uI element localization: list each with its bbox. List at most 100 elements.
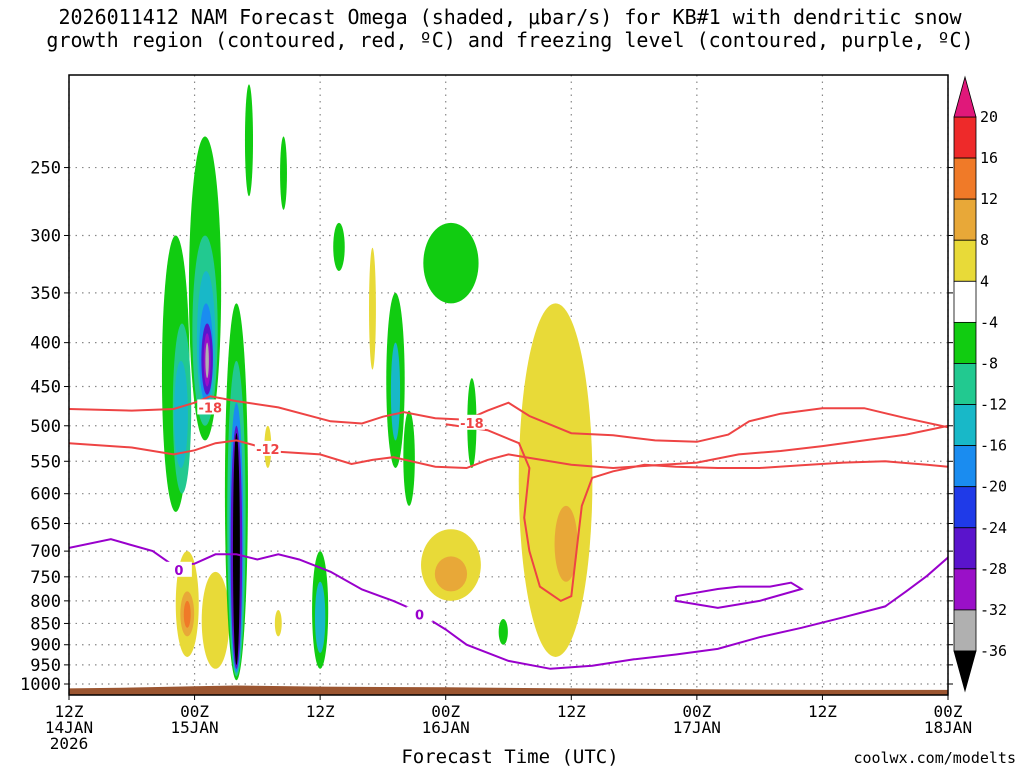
y-tick-label: 950 [30, 656, 61, 676]
ground-surface [69, 685, 948, 695]
y-tick-label: 800 [30, 592, 61, 612]
y-tick-label: 450 [30, 378, 61, 398]
y-tick-label: 650 [30, 515, 61, 535]
freezing-contour-label-bg [406, 606, 433, 622]
colorbar-label: -28 [980, 560, 1007, 578]
colorbar-label: -36 [980, 642, 1007, 660]
omega-cell-negative [314, 581, 326, 653]
dgz-contour [69, 395, 948, 443]
omega-cell-positive [274, 610, 282, 637]
dgz-contour-label-bg [197, 399, 224, 415]
omega-cell-negative [205, 342, 209, 379]
x-tick-label: 12Z [808, 702, 837, 721]
freezing-contour-label: 0 [174, 564, 183, 579]
chart-title-line2: growth region (contoured, red, ºC) and f… [46, 28, 973, 52]
plot-frame [68, 74, 949, 696]
omega-cell-positive [183, 600, 191, 628]
colorbar-band [953, 157, 977, 200]
dgz-contour-label: -18 [460, 417, 484, 432]
x-tick-label: 00Z [180, 702, 209, 721]
omega-cell-negative [280, 136, 287, 210]
dgz-contour-label: -18 [199, 401, 223, 416]
omega-cell-positive [518, 303, 593, 657]
x-tick-label: 12Z [557, 702, 586, 721]
x-tick-label: 00Z [431, 702, 460, 721]
colorbar-label: -24 [980, 519, 1007, 537]
omega-cell-negative [498, 619, 508, 645]
x-tick-label: 18JAN [924, 718, 972, 737]
dgz-contour [69, 424, 948, 470]
colorbar-label: 20 [980, 108, 998, 126]
x-tick-label: 17JAN [673, 718, 721, 737]
omega-cell-negative [403, 410, 415, 506]
y-tick-label: 900 [30, 636, 61, 656]
y-tick-label: 400 [30, 334, 61, 354]
colorbar-label: -8 [980, 354, 998, 372]
colorbar-label: 8 [980, 231, 989, 249]
dgz-contour [445, 423, 948, 603]
freezing-contour [674, 581, 804, 609]
omega-cell-negative [390, 342, 401, 441]
colorbar-label: -20 [980, 478, 1007, 496]
dgz-contour-label-bg [254, 440, 281, 456]
freezing-contour-label: 0 [415, 609, 424, 624]
omega-cell-negative [333, 222, 345, 271]
contours: -18 -18 -12 0 0 [69, 395, 948, 670]
ground-fill [69, 685, 948, 695]
y-tick-label: 500 [30, 417, 61, 437]
omega-cell-positive [434, 556, 468, 592]
omega-cell-negative [232, 433, 240, 665]
y-tick-label: 1000 [20, 675, 61, 695]
colorbar-label: -32 [980, 601, 1007, 619]
omega-cell-negative [423, 222, 479, 304]
colorbar-band [953, 527, 977, 570]
y-tick-label: 350 [30, 284, 61, 304]
x-tick-label: 15JAN [170, 718, 218, 737]
colorbar-band [953, 321, 977, 364]
omega-cell-negative [244, 84, 254, 197]
dgz-contour-label: -12 [256, 443, 280, 458]
dgz-contour-label-bg [458, 414, 485, 430]
x-tick-label: 00Z [682, 702, 711, 721]
y-tick-label: 250 [30, 159, 61, 179]
credit-text: coolwx.com/modelts [853, 749, 1016, 767]
colorbar-band [953, 609, 977, 652]
freezing-contour-label-bg [165, 561, 192, 577]
chart-title-line1: 2026011412 NAM Forecast Omega (shaded, μ… [58, 5, 962, 29]
omega-cell-positive [554, 505, 578, 582]
y-tick-label: 750 [30, 568, 61, 588]
y-tick-label: 850 [30, 614, 61, 634]
omega-cell-positive [201, 571, 230, 669]
colorbar-label: -4 [980, 313, 998, 331]
y-tick-label: 600 [30, 485, 61, 505]
colorbar-band [953, 198, 977, 241]
colorbar-bottom-cap [953, 650, 977, 693]
colorbar-band [953, 486, 977, 529]
colorbar-label: -16 [980, 437, 1007, 455]
colorbar-band [953, 445, 977, 488]
x-tick-label: 16JAN [422, 718, 470, 737]
omega-shading [161, 84, 593, 681]
omega-cell-negative [174, 360, 188, 468]
colorbar-label: 12 [980, 190, 998, 208]
colorbar-label: -12 [980, 396, 1007, 414]
y-tick-label: 550 [30, 452, 61, 472]
colorbar-label: 4 [980, 272, 989, 290]
y-tick-label: 300 [30, 226, 61, 246]
freezing-contour [69, 538, 948, 670]
colorbar-band [953, 116, 977, 159]
omega-cell-positive [369, 247, 376, 370]
colorbar-label: 16 [980, 149, 998, 167]
x-tick-label: 14JAN [45, 718, 93, 737]
y-axis: 2503003504004505005506006507007508008509… [20, 159, 953, 695]
colorbar-top-cap [953, 75, 977, 118]
plot-area: -18 -18 -12 0 0 [68, 74, 949, 696]
colorbar-band [953, 363, 977, 405]
x-axis-label: Forecast Time (UTC) [401, 746, 618, 768]
colorbar-band [953, 568, 977, 611]
x-tick-label: 00Z [934, 702, 963, 721]
colorbar-band [953, 280, 977, 323]
colorbar: 20 16 12 8 4 -4 -8 -12 -16 -20 -24 -28 -32 -36 [953, 75, 1007, 693]
